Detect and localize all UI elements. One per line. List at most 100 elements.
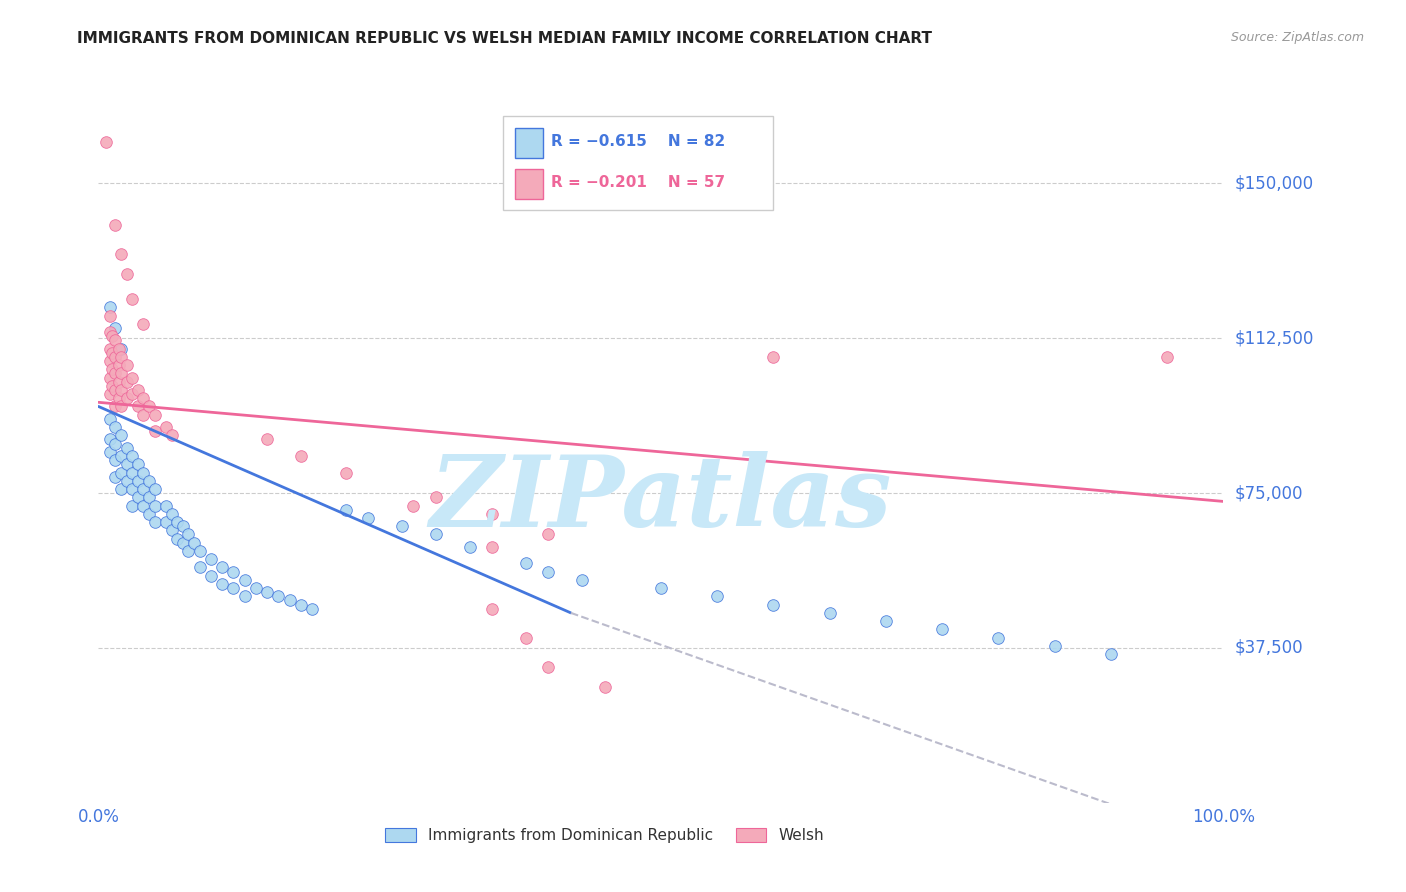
Point: [107, 358, 129, 372]
Point: [537, 527, 560, 541]
Point: [107, 342, 129, 356]
Point: [104, 367, 127, 381]
Point: [121, 292, 143, 306]
Point: [104, 383, 127, 397]
Point: [481, 601, 503, 615]
Point: [98, 445, 121, 459]
Legend: Immigrants from Dominican Republic, Welsh: Immigrants from Dominican Republic, Wels…: [378, 822, 831, 849]
Point: [115, 268, 138, 282]
Point: [121, 466, 143, 480]
Point: [143, 515, 166, 529]
Point: [132, 391, 155, 405]
Point: [211, 577, 233, 591]
Point: [267, 590, 290, 604]
Point: [515, 557, 537, 571]
Text: IMMIGRANTS FROM DOMINICAN REPUBLIC VS WELSH MEDIAN FAMILY INCOME CORRELATION CHA: IMMIGRANTS FROM DOMINICAN REPUBLIC VS WE…: [77, 31, 932, 46]
Point: [98, 387, 121, 401]
Point: [1099, 647, 1122, 661]
Point: [98, 301, 121, 315]
Point: [121, 370, 143, 384]
Point: [481, 540, 503, 554]
Point: [188, 560, 211, 574]
Point: [115, 474, 138, 488]
Point: [425, 527, 447, 541]
Point: [121, 499, 143, 513]
Point: [121, 482, 143, 496]
Point: [245, 581, 267, 595]
Point: [222, 565, 245, 579]
FancyBboxPatch shape: [515, 169, 543, 199]
Point: [278, 593, 301, 607]
Text: ZIPatlas: ZIPatlas: [430, 451, 891, 548]
Point: [233, 590, 256, 604]
FancyBboxPatch shape: [503, 117, 773, 211]
Point: [127, 457, 149, 471]
Point: [98, 433, 121, 447]
Point: [127, 383, 149, 397]
Point: [172, 535, 194, 549]
Point: [138, 507, 160, 521]
Point: [138, 400, 160, 414]
Point: [138, 474, 160, 488]
Point: [177, 544, 200, 558]
Point: [127, 490, 149, 504]
Point: [425, 490, 447, 504]
Point: [110, 482, 132, 496]
Point: [96, 135, 118, 149]
Point: [290, 449, 312, 463]
Point: [132, 408, 155, 422]
Text: R = −0.615    N = 82: R = −0.615 N = 82: [551, 135, 725, 149]
Point: [107, 375, 129, 389]
Point: [101, 329, 124, 343]
Point: [110, 428, 132, 442]
Point: [110, 350, 132, 364]
Point: [127, 474, 149, 488]
Point: [1043, 639, 1066, 653]
Point: [357, 511, 380, 525]
Point: [101, 379, 124, 393]
Point: [115, 457, 138, 471]
Point: [110, 342, 132, 356]
Point: [256, 433, 278, 447]
Point: [110, 383, 132, 397]
Point: [132, 482, 155, 496]
Point: [115, 358, 138, 372]
Point: [481, 507, 503, 521]
Point: [138, 490, 160, 504]
Point: [458, 540, 481, 554]
Point: [200, 552, 222, 566]
Point: [143, 424, 166, 438]
Point: [101, 362, 124, 376]
Point: [110, 466, 132, 480]
Point: [101, 345, 124, 359]
Point: [110, 367, 132, 381]
Point: [110, 400, 132, 414]
Point: [98, 354, 121, 368]
Point: [402, 499, 425, 513]
Point: [98, 309, 121, 323]
Point: [155, 420, 177, 434]
Point: [98, 412, 121, 426]
Point: [875, 614, 897, 628]
Point: [132, 499, 155, 513]
Point: [104, 453, 127, 467]
Point: [110, 246, 132, 260]
Point: [104, 321, 127, 335]
Point: [110, 449, 132, 463]
Point: [104, 218, 127, 232]
Point: [121, 449, 143, 463]
Text: Source: ZipAtlas.com: Source: ZipAtlas.com: [1230, 31, 1364, 45]
Point: [222, 581, 245, 595]
Point: [104, 350, 127, 364]
Point: [211, 560, 233, 574]
Point: [335, 466, 357, 480]
Point: [160, 524, 183, 538]
Point: [537, 565, 560, 579]
Point: [104, 334, 127, 348]
Point: [256, 585, 278, 599]
Point: [107, 391, 129, 405]
Point: [104, 469, 127, 483]
Point: [177, 527, 200, 541]
Point: [188, 544, 211, 558]
Point: [650, 581, 672, 595]
